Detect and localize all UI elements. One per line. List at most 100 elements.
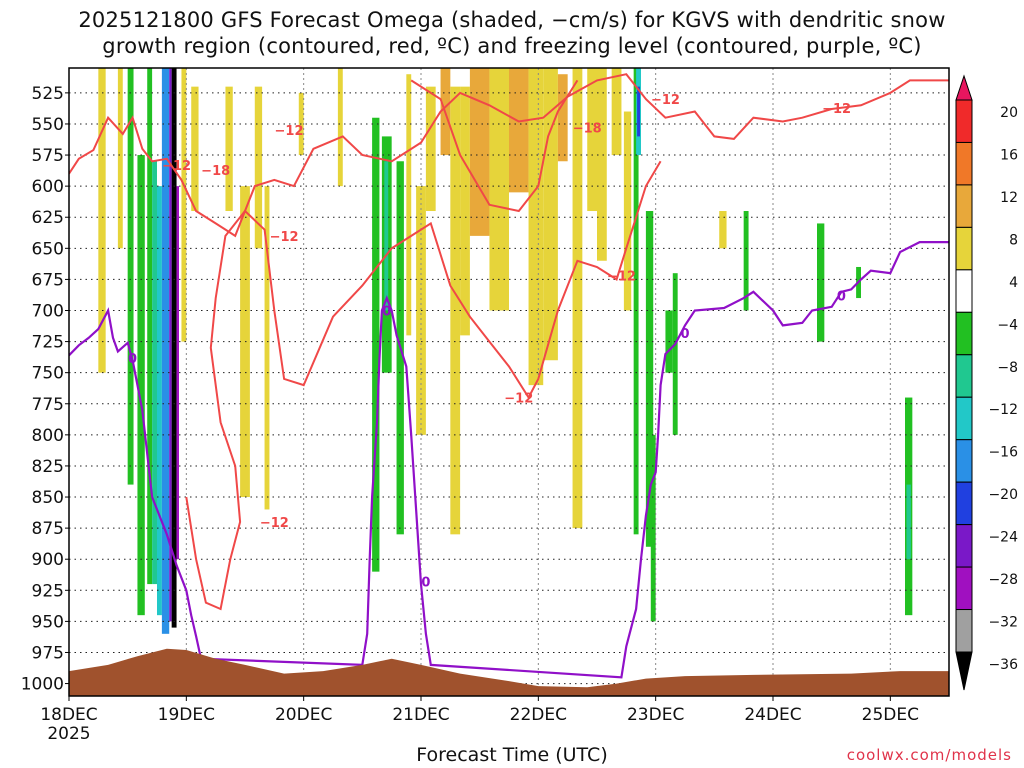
omega-region-1 [117,68,123,249]
colorbar-bottom-arrow [955,651,973,691]
omega-region-5 [152,161,157,585]
colorbar-box-0 [955,99,973,143]
dgz-label-1: −12 [162,159,191,174]
omega-region-25 [425,86,436,212]
omega-region-13 [225,86,233,212]
colorbar-box-11 [955,566,973,611]
omega-region-52 [906,484,911,560]
x-tick-label-3: 21DEC [392,705,449,725]
omega-region-3 [137,155,145,616]
dgz-label-3: −12 [275,124,304,139]
omega-region-40 [633,68,639,535]
dgz-label-8: −12 [504,392,533,407]
colorbar-box-2 [955,184,973,228]
freezing-label-3: 0 [421,576,430,591]
plot-area: −12 −18 −12 −18 −12 −12 −12 −12 −12 −12 0 0 0 0 0 [69,68,949,696]
chart-title-line-2: growth region (contoured, red, ºC) and f… [102,34,922,58]
omega-region-29 [469,68,490,236]
colorbar-label-13: −36 [988,657,1018,673]
omega-region-35 [572,68,583,529]
omega-region-21 [384,161,389,311]
freezing-label-4: 0 [680,327,689,342]
freezing-label-5: 0 [837,290,846,305]
y-tick-label-10: 775 [32,395,64,415]
colorbar-box-5 [955,311,973,356]
dgz-label-10: −12 [260,516,289,531]
colorbar-label-0: 20 [1000,105,1018,121]
omega-region-4 [147,68,153,585]
y-tick-label-6: 675 [32,270,64,290]
omega-region-15 [254,86,263,249]
site-credit[interactable]: coolwx.com/models [846,746,1012,764]
omega-region-43 [645,211,654,547]
omega-region-46 [672,273,678,435]
y-tick-label-5: 650 [32,239,64,259]
x-tick-label-2: 20DEC [275,705,332,725]
freezing-label-1: 0 [128,352,137,367]
colorbar-label-5: −4 [997,317,1018,333]
omega-region-2 [127,68,134,485]
dgz-label-2: −18 [201,164,230,179]
omega-region-38 [611,68,622,156]
y-tick-label-14: 875 [32,519,64,539]
colorbar-label-1: 16 [1000,148,1018,164]
y-tick-label-7: 700 [32,301,64,321]
omega-region-28 [460,86,470,336]
dgz-label-4: −18 [573,122,602,137]
dgz-minus18-contour [410,79,579,213]
x-tick-label-4: 22DEC [510,705,567,725]
y-tick-label-18: 975 [32,643,64,663]
colorbar-label-4: 4 [1009,275,1018,291]
colorbar-box-9 [955,481,973,526]
colorbar-label-12: −32 [988,615,1018,631]
colorbar-label-8: −16 [988,445,1018,461]
omega-region-31 [509,68,529,193]
y-axis: 525 550 575 600 625 650 675 700 725 750 775 800 825 8… [21,84,69,695]
colorbar-box-12 [955,609,973,653]
y-tick-label-3: 600 [32,177,64,197]
omega-region-48 [743,211,749,311]
x-tick-sublabel-0: 2025 [47,724,90,744]
omega-region-32 [528,68,544,386]
y-tick-label-12: 825 [32,457,64,477]
omega-region-37 [597,68,607,261]
colorbar-label-7: −12 [988,402,1018,418]
y-tick-label-1: 550 [32,115,64,135]
omega-region-18 [337,68,343,187]
colorbar-label-11: −28 [988,572,1018,588]
y-tick-label-0: 525 [32,84,64,104]
y-tick-label-4: 625 [32,208,64,228]
dgz-minus12-lower-contour [185,160,662,611]
omega-region-9 [171,68,177,628]
omega-region-0 [98,68,106,373]
colorbar-label-6: −8 [997,360,1018,376]
omega-region-23 [406,74,412,336]
omega-region-42 [637,86,641,137]
colorbar-box-6 [955,354,973,398]
colorbar: 20 16 12 8 4 −4 −8 −12 −16 −20 −24 −28 −32 −36 [955,74,1018,691]
colorbar-label-3: 8 [1009,232,1018,248]
omega-region-6 [157,186,162,616]
x-tick-label-5: 23DEC [627,705,684,725]
omega-region-10 [176,186,179,560]
colorbar-label-10: −24 [988,530,1018,546]
omega-region-11 [181,68,187,342]
x-tick-label-6: 24DEC [744,705,801,725]
omega-region-49 [817,223,825,342]
y-tick-label-17: 950 [32,612,64,632]
dgz-label-7: −12 [270,230,299,245]
x-tick-label-1: 19DEC [158,705,215,725]
dgz-label-6: −12 [822,102,851,117]
y-tick-label-16: 925 [32,581,64,601]
omega-region-47 [719,211,727,249]
colorbar-box-10 [955,524,973,568]
colorbar-box-1 [955,141,973,186]
y-tick-label-2: 575 [32,146,64,166]
colorbar-box-8 [955,439,973,483]
y-tick-label-8: 725 [32,333,64,353]
freezing-level-contour [69,241,949,679]
omega-region-39 [623,111,632,311]
terrain-fill [69,648,949,696]
